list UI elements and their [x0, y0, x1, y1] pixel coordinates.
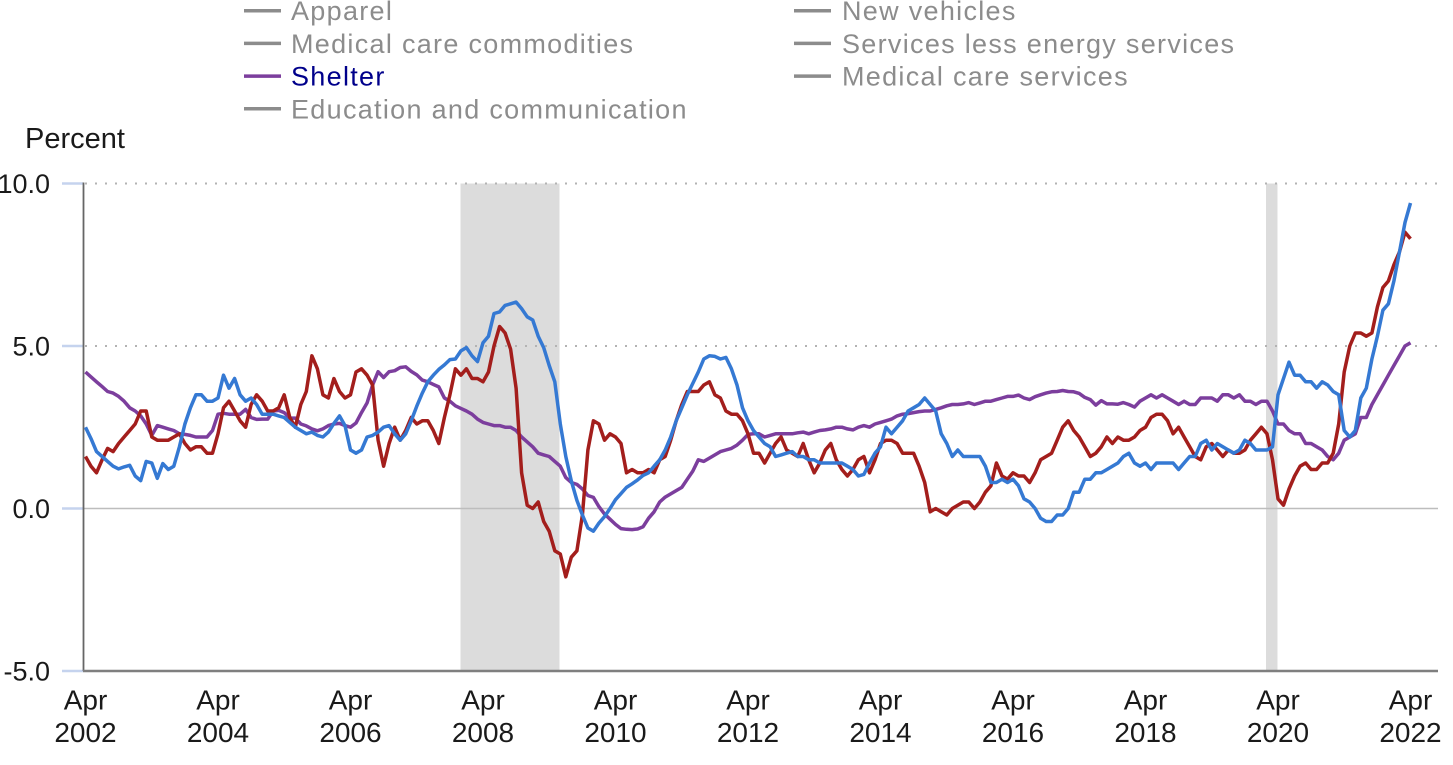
- svg-text:2002: 2002: [54, 717, 116, 748]
- svg-text:Apr: Apr: [64, 685, 108, 716]
- svg-text:2016: 2016: [982, 717, 1044, 748]
- svg-text:Apr: Apr: [594, 685, 638, 716]
- svg-text:Apr: Apr: [1124, 685, 1168, 716]
- svg-text:2020: 2020: [1247, 717, 1309, 748]
- svg-text:10.0: 10.0: [0, 169, 50, 199]
- svg-text:Shelter: Shelter: [291, 62, 386, 92]
- svg-text:Education and communication: Education and communication: [291, 94, 688, 124]
- svg-text:2012: 2012: [717, 717, 779, 748]
- svg-text:Services less energy services: Services less energy services: [842, 29, 1235, 59]
- svg-text:Apr: Apr: [329, 685, 373, 716]
- svg-text:5.0: 5.0: [12, 332, 50, 362]
- svg-text:Percent: Percent: [25, 123, 125, 155]
- svg-text:Apr: Apr: [991, 685, 1035, 716]
- svg-text:2004: 2004: [187, 717, 249, 748]
- svg-text:-5.0: -5.0: [3, 657, 50, 687]
- svg-text:2018: 2018: [1114, 717, 1176, 748]
- svg-text:New vehicles: New vehicles: [842, 0, 1017, 26]
- svg-text:2022: 2022: [1379, 717, 1441, 748]
- svg-text:Apparel: Apparel: [291, 0, 393, 26]
- svg-text:2006: 2006: [319, 717, 381, 748]
- svg-text:Medical care commodities: Medical care commodities: [291, 29, 634, 59]
- svg-text:Apr: Apr: [461, 685, 505, 716]
- svg-text:Medical care services: Medical care services: [842, 62, 1129, 92]
- svg-text:2008: 2008: [452, 717, 514, 748]
- svg-text:2014: 2014: [849, 717, 911, 748]
- svg-text:Apr: Apr: [859, 685, 903, 716]
- svg-text:0.0: 0.0: [12, 494, 50, 524]
- svg-text:2010: 2010: [584, 717, 646, 748]
- svg-text:Apr: Apr: [726, 685, 770, 716]
- svg-text:Apr: Apr: [1389, 685, 1433, 716]
- svg-text:Apr: Apr: [196, 685, 240, 716]
- svg-text:Apr: Apr: [1256, 685, 1300, 716]
